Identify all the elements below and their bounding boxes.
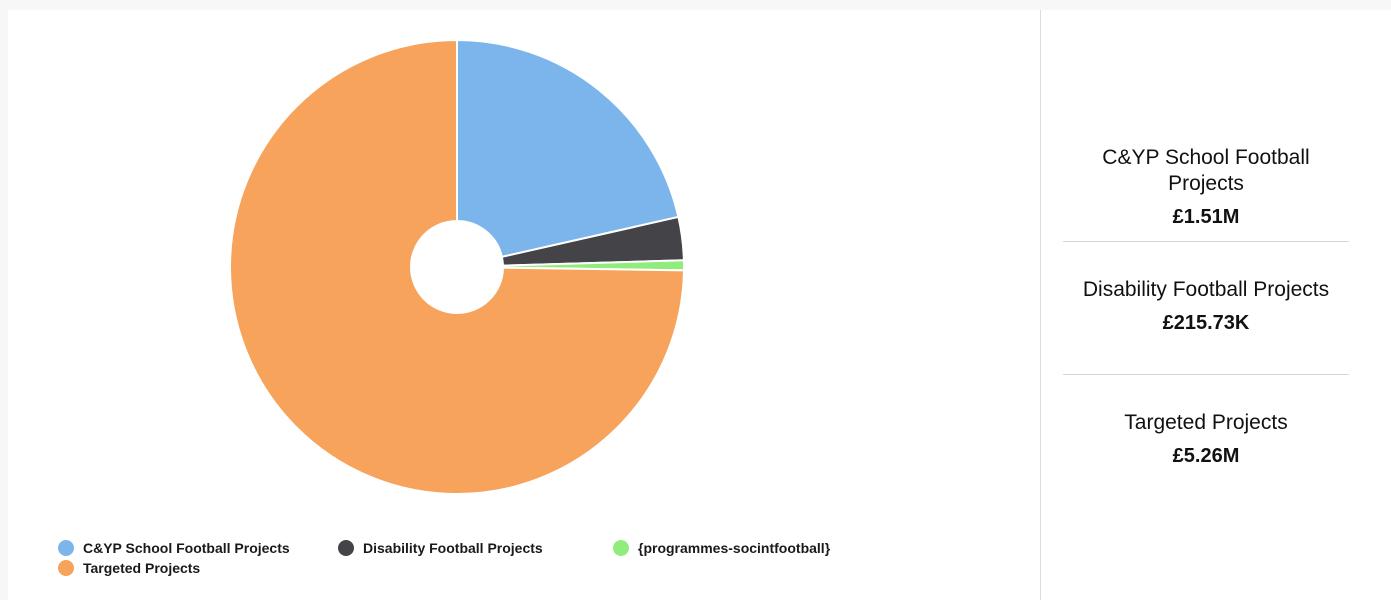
legend-label: Targeted Projects (83, 560, 201, 576)
stat-cyp-school: C&YP School Football Projects £1.51M (1063, 145, 1349, 231)
stat-name: Targeted Projects (1124, 411, 1288, 434)
legend-label: {programmes-socintfootball} (638, 540, 831, 556)
pie-slice-3[interactable] (229, 39, 685, 495)
chart-panel: C&YP School Football Projects Disability… (8, 10, 1040, 600)
legend-label: C&YP School Football Projects (83, 540, 290, 556)
stat-name: C&YP School Football Projects (1102, 146, 1310, 195)
stat-value: £5.26M (1172, 445, 1240, 467)
legend-marker (338, 540, 354, 556)
stat-value: £215.73K (1162, 312, 1250, 334)
legend-row-2: Targeted Projects (58, 558, 958, 578)
stat-divider (1063, 241, 1349, 242)
legend-marker (613, 540, 629, 556)
stat-name: Disability Football Projects (1082, 278, 1330, 301)
stat-value: £1.51M (1172, 206, 1240, 228)
dashboard-card: C&YP School Football Projects Disability… (8, 10, 1391, 600)
stat-disability: Disability Football Projects £215.73K (1063, 277, 1349, 337)
panel-divider (1040, 10, 1041, 600)
legend-item-cyp-school[interactable]: C&YP School Football Projects (58, 540, 338, 556)
legend-row-1: C&YP School Football Projects Disability… (58, 538, 958, 558)
legend-item-socintfootball[interactable]: {programmes-socintfootball} (613, 540, 830, 556)
pie-slice-0[interactable] (456, 39, 680, 258)
legend-item-disability[interactable]: Disability Football Projects (338, 540, 613, 556)
legend-marker (58, 560, 74, 576)
legend-label: Disability Football Projects (363, 540, 543, 556)
pie-chart (229, 39, 685, 495)
stat-targeted: Targeted Projects £5.26M (1063, 410, 1349, 470)
legend-marker (58, 540, 74, 556)
chart-legend: C&YP School Football Projects Disability… (58, 538, 958, 578)
legend-item-targeted[interactable]: Targeted Projects (58, 560, 200, 576)
stat-divider (1063, 374, 1349, 375)
stats-sidebar: C&YP School Football Projects £1.51M Dis… (1041, 10, 1391, 600)
